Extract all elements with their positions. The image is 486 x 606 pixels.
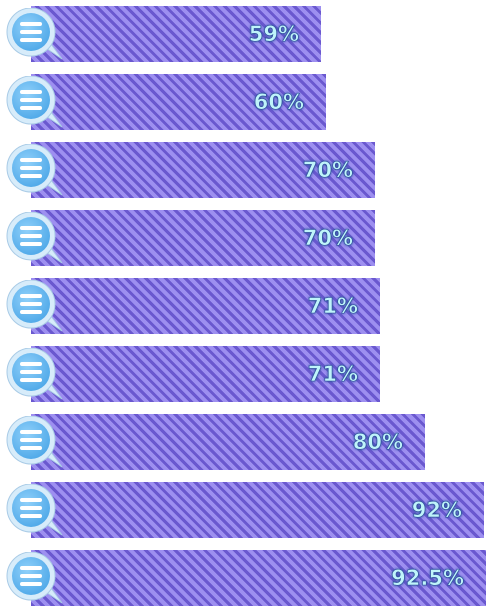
bar-value-label: 80% [352, 430, 403, 455]
bar-row: 60% [0, 74, 486, 130]
bar-row: 92% [0, 482, 486, 538]
speech-bubble-icon [6, 8, 63, 60]
speech-bubble-icon [6, 484, 63, 536]
bar-row: 71% [0, 278, 486, 334]
bar-value-label: 70% [302, 226, 353, 251]
speech-bubble-icon [6, 348, 63, 400]
bar-value-label: 92.5% [391, 566, 464, 591]
bar: 60% [31, 74, 326, 130]
bar-value-label: 59% [248, 22, 299, 47]
bar: 71% [31, 278, 380, 334]
bar-value-label: 70% [302, 158, 353, 183]
bar: 70% [31, 210, 375, 266]
bar-row: 70% [0, 142, 486, 198]
bar: 59% [31, 6, 321, 62]
speech-bubble-icon [6, 280, 63, 332]
bar-value-label: 71% [307, 294, 358, 319]
bar-value-label: 71% [307, 362, 358, 387]
bar: 70% [31, 142, 375, 198]
bar-row: 92.5% [0, 550, 486, 606]
bar-row: 59% [0, 6, 486, 62]
bar-row: 71% [0, 346, 486, 402]
bar-row: 70% [0, 210, 486, 266]
bar-value-label: 60% [253, 90, 304, 115]
speech-bubble-icon [6, 212, 63, 264]
bar-value-label: 92% [411, 498, 462, 523]
bar: 71% [31, 346, 380, 402]
bar: 80% [31, 414, 425, 470]
bar-row: 80% [0, 414, 486, 470]
bar: 92% [31, 482, 484, 538]
speech-bubble-icon [6, 76, 63, 128]
speech-bubble-icon [6, 144, 63, 196]
speech-bubble-icon [6, 552, 63, 604]
bar: 92.5% [31, 550, 486, 606]
speech-bubble-icon [6, 416, 63, 468]
